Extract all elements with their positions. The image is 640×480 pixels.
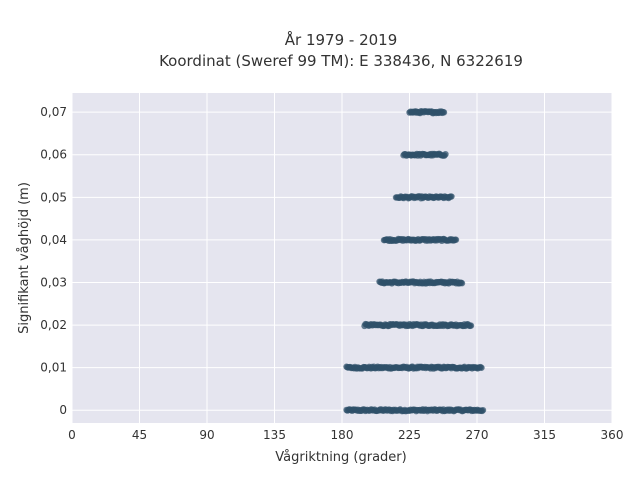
x-tick-label: 225	[398, 428, 421, 442]
y-axis-label: Signifikant våghöjd (m)	[17, 182, 32, 334]
data-point	[448, 193, 455, 200]
chart-title: År 1979 - 2019	[285, 30, 398, 49]
x-tick-label: 45	[132, 428, 147, 442]
y-tick-label: 0	[59, 403, 67, 417]
data-point	[458, 280, 466, 287]
x-tick-label: 0	[68, 428, 76, 442]
x-tick-label: 135	[263, 428, 286, 442]
data-band	[406, 108, 448, 117]
y-tick-label: 0,05	[40, 190, 67, 204]
y-tick-label: 0,06	[40, 148, 67, 162]
data-points	[343, 108, 487, 415]
grid-lines	[71, 93, 613, 423]
data-point	[467, 322, 475, 329]
x-tick-label: 270	[466, 428, 489, 442]
x-axis-ticks: 0 45 90 135 180 225 270 315 360	[68, 428, 623, 442]
x-tick-label: 180	[331, 428, 354, 442]
data-band	[400, 150, 449, 159]
y-axis-ticks: 0 0,01 0,02 0,03 0,04 0,05 0,06 0,07	[40, 105, 67, 417]
x-tick-label: 315	[533, 428, 556, 442]
data-band	[343, 406, 487, 415]
y-tick-label: 0,03	[40, 275, 67, 289]
y-tick-label: 0,01	[40, 361, 67, 375]
data-band	[376, 278, 466, 287]
data-point	[478, 364, 485, 371]
x-tick-label: 360	[601, 428, 624, 442]
data-band	[380, 235, 460, 245]
chart-subtitle: Koordinat (Sweref 99 TM): E 338436, N 63…	[159, 52, 523, 70]
y-tick-label: 0,02	[40, 318, 67, 332]
data-point	[442, 150, 449, 158]
x-tick-label: 90	[199, 428, 214, 442]
y-tick-label: 0,07	[40, 105, 67, 119]
x-axis-label: Vågriktning (grader)	[275, 450, 406, 465]
data-point	[479, 406, 487, 414]
data-band	[392, 193, 455, 202]
data-band	[343, 363, 485, 372]
data-point	[440, 109, 448, 116]
y-tick-label: 0,04	[40, 233, 67, 247]
data-point	[452, 236, 460, 243]
data-band	[361, 320, 475, 330]
